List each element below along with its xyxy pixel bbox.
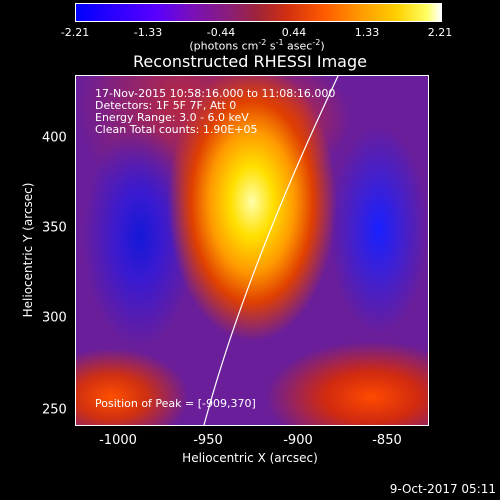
y-axis-label: Heliocentric Y (arcsec) xyxy=(21,182,35,318)
y-tick-label: 350 xyxy=(42,220,67,236)
x-tick-label: -850 xyxy=(372,433,402,448)
time-range-label: 17-Nov-2015 10:58:16.000 to 11:08:16.000 xyxy=(95,87,336,100)
colorbar-tick: 0.44 xyxy=(281,26,307,39)
y-tick-label: 250 xyxy=(42,402,67,418)
y-tick-label: 400 xyxy=(42,130,67,146)
peak-position-label: Position of Peak = [-909,370] xyxy=(95,397,256,410)
x-tick-label: -1000 xyxy=(99,433,137,448)
image-title: Reconstructed RHESSI Image xyxy=(133,52,367,71)
colorbar-units: (photons cm-2 s-1 asec-2) xyxy=(189,38,325,53)
colorbar-tick: 1.33 xyxy=(354,26,380,39)
colorbar-tick: 2.21 xyxy=(427,26,453,39)
x-axis-label: Heliocentric X (arcsec) xyxy=(182,451,318,465)
detectors-label: Detectors: 1F 5F 7F, Att 0 xyxy=(95,99,237,112)
y-tick-label: 300 xyxy=(42,310,67,326)
total-counts-label: Clean Total counts: 1.90E+05 xyxy=(95,123,258,136)
rhessi-image xyxy=(75,75,429,426)
render-timestamp: 9-Oct-2017 05:11 xyxy=(389,482,496,496)
x-tick-label: -900 xyxy=(283,433,313,448)
color-bar xyxy=(75,3,442,22)
x-tick-label: -950 xyxy=(193,433,223,448)
energy-range-label: Energy Range: 3.0 - 6.0 keV xyxy=(95,111,249,124)
solar-limb-line xyxy=(203,76,339,425)
colorbar-tick: -0.44 xyxy=(206,26,236,39)
colorbar-tick: -2.21 xyxy=(60,26,90,39)
colorbar-tick: -1.33 xyxy=(133,26,163,39)
